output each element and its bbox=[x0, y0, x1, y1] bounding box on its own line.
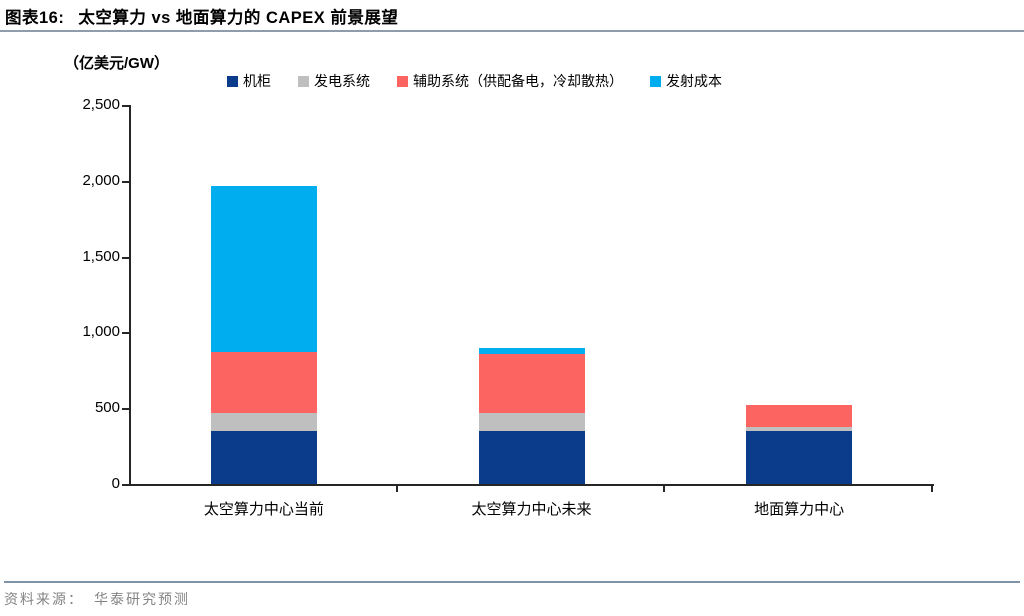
legend-item: 发射成本 bbox=[650, 71, 722, 91]
y-tick-label: 1,000 bbox=[82, 323, 120, 341]
legend-swatch-icon bbox=[298, 75, 309, 87]
y-axis-tick bbox=[122, 484, 129, 486]
legend-label: 发射成本 bbox=[666, 73, 722, 89]
bar-segment-0 bbox=[210, 186, 317, 353]
figure-number: 图表16: bbox=[5, 9, 65, 27]
bar-segment-1 bbox=[478, 430, 585, 484]
y-tick-label: 2,500 bbox=[82, 96, 120, 113]
x-axis-line bbox=[129, 484, 934, 486]
y-axis-tick bbox=[122, 408, 129, 411]
y-axis-tick bbox=[122, 180, 129, 183]
figure-title-text: 太空算力 vs 地面算力的 CAPEX 前景展望 bbox=[78, 9, 399, 27]
bar-segment-0 bbox=[210, 430, 317, 484]
source-label: 资料来源： bbox=[4, 593, 84, 608]
source-line: 资料来源： 华泰研究预测 bbox=[4, 589, 190, 609]
x-axis-label: 地面算力中心 bbox=[754, 501, 845, 518]
bar-segment-0 bbox=[210, 412, 317, 431]
chart-legend: 机柜 发电系统 辅助系统（供配备电，冷却散热） 发射成本 bbox=[227, 71, 722, 91]
x-axis-tick bbox=[395, 484, 398, 492]
y-tick-label: 1,500 bbox=[82, 247, 120, 265]
legend-swatch-icon bbox=[650, 75, 661, 87]
legend-item: 发电系统 bbox=[298, 71, 370, 91]
legend-swatch-icon bbox=[227, 75, 238, 87]
y-axis-tick bbox=[122, 105, 129, 107]
bar-segment-2 bbox=[746, 430, 853, 484]
source-value: 华泰研究预测 bbox=[94, 593, 190, 608]
bar-segment-0 bbox=[210, 352, 317, 413]
bar-segment-2 bbox=[746, 427, 853, 431]
legend-label: 发电系统 bbox=[314, 73, 370, 89]
legend-item: 辅助系统（供配备电，冷却散热） bbox=[397, 71, 623, 91]
x-axis-tick bbox=[663, 484, 666, 492]
bar-segment-1 bbox=[478, 347, 585, 354]
y-axis-tick bbox=[122, 332, 129, 335]
footer-divider bbox=[4, 581, 1020, 583]
x-axis-label: 太空算力中心当前 bbox=[203, 501, 324, 518]
bar-segment-1 bbox=[478, 412, 585, 431]
x-axis-tick bbox=[931, 484, 933, 492]
bar-segment-2 bbox=[746, 405, 853, 428]
legend-swatch-icon bbox=[397, 75, 408, 87]
axis-unit-label: （亿美元/GW） bbox=[64, 55, 169, 72]
bar-segment-1 bbox=[478, 353, 585, 413]
title-divider bbox=[0, 30, 1024, 32]
y-tick-label: 0 bbox=[111, 475, 120, 492]
x-axis-label: 太空算力中心未来 bbox=[471, 501, 592, 518]
legend-item: 机柜 bbox=[227, 71, 271, 91]
page-title: 图表16: 太空算力 vs 地面算力的 CAPEX 前景展望 bbox=[5, 4, 398, 28]
legend-label: 机柜 bbox=[243, 73, 271, 89]
y-tick-label: 2,000 bbox=[82, 171, 120, 189]
y-axis-line bbox=[129, 105, 131, 484]
y-tick-label: 500 bbox=[94, 399, 120, 417]
legend-label: 辅助系统（供配备电，冷却散热） bbox=[413, 73, 623, 89]
y-axis-tick bbox=[122, 256, 129, 259]
